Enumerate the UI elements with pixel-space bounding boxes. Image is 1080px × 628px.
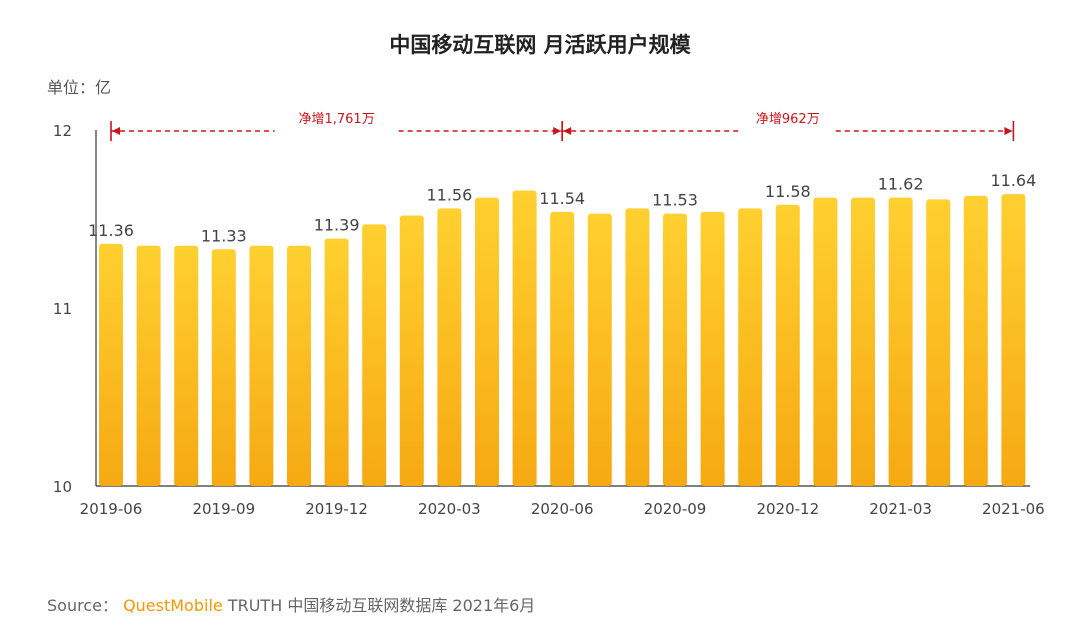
x-tick-label: 2020-03	[418, 500, 481, 518]
bar-2019-08	[174, 245, 199, 486]
data-label-2019-09: 11.33	[201, 226, 247, 245]
bar-2019-11	[287, 245, 311, 486]
bar-2020-05	[512, 190, 537, 486]
x-tick-label: 2019-09	[192, 500, 255, 518]
bar-2020-11	[738, 208, 763, 486]
annotation-label: 净增1,761万	[298, 112, 374, 127]
y-tick-label: 12	[53, 122, 72, 140]
bar-2020-07	[587, 213, 612, 486]
data-label-2021-03: 11.62	[878, 175, 924, 194]
annotation-arrow	[553, 127, 562, 135]
data-labels-layer: 11.36 11.33 11.39 11.56 11.54 11.53 11.58 11.62…	[88, 171, 1036, 245]
bar-2020-01	[362, 224, 387, 486]
bar-2021-01	[813, 197, 838, 486]
data-label-2020-06: 11.54	[539, 189, 585, 208]
data-label-2020-03: 11.56	[426, 185, 472, 204]
unit-label: 单位：亿	[47, 78, 111, 97]
bar-2020-08	[625, 208, 650, 486]
bars-layer	[99, 190, 1026, 487]
data-label-2020-09: 11.53	[652, 191, 698, 210]
bar-2020-12	[775, 204, 800, 486]
x-tick-label: 2020-12	[756, 500, 819, 518]
annotation-label: 净增962万	[756, 112, 820, 127]
annotation-layer: 净增1,761万 净增962万	[110, 112, 1015, 141]
data-label-2021-06: 11.64	[990, 171, 1036, 190]
bar-2021-04	[926, 199, 951, 487]
bar-2019-10	[249, 245, 274, 486]
annotation-arrow	[563, 127, 572, 135]
bar-2019-07	[136, 245, 161, 486]
x-tick-label: 2020-09	[644, 500, 707, 518]
source-brand: QuestMobile	[123, 596, 223, 615]
bar-2019-09	[211, 249, 236, 486]
bar-2019-12	[324, 238, 349, 486]
chart-title: 中国移动互联网 月活跃用户规模	[389, 33, 691, 57]
x-tick-label: 2019-12	[305, 500, 368, 518]
bar-2021-05	[963, 195, 988, 487]
x-tick-label: 2021-06	[982, 500, 1045, 518]
bar-2021-02	[851, 197, 875, 486]
bar-2020-03	[437, 208, 462, 486]
bar-2020-02	[399, 215, 424, 486]
x-tick-label: 2019-06	[80, 500, 143, 518]
y-tick-label: 11	[53, 300, 72, 318]
data-label-2020-12: 11.58	[765, 182, 811, 201]
ticks-layer: 10 11 12 2019-06 2019-09 2019-12 2020-03 2020-0…	[53, 122, 1045, 518]
bar-2020-04	[475, 197, 499, 486]
bar-2020-10	[700, 211, 725, 486]
annotation-arrow	[112, 127, 120, 135]
source-note: Source： QuestMobile TRUTH 中国移动互联网数据库 202…	[47, 592, 535, 616]
x-tick-label: 2020-06	[531, 500, 594, 518]
y-tick-label: 10	[53, 478, 72, 496]
bar-2020-06	[550, 211, 575, 486]
source-prefix: Source：	[47, 596, 118, 615]
bar-2019-06	[99, 243, 123, 486]
bar-2021-06	[1001, 194, 1026, 486]
data-label-2019-12: 11.39	[314, 216, 360, 235]
bar-2020-09	[663, 213, 687, 486]
bar-2021-03	[888, 197, 913, 486]
annotation-arrow	[1004, 127, 1013, 135]
data-label-2019-06: 11.36	[88, 221, 134, 240]
source-suffix: TRUTH 中国移动互联网数据库 2021年6月	[227, 596, 536, 615]
x-tick-label: 2021-03	[869, 500, 932, 518]
